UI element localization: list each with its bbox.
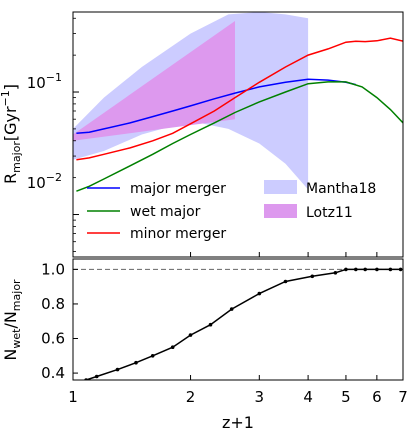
bottom-axes-frame (72, 258, 404, 381)
ratio-point-12 (333, 271, 338, 275)
bottom-ticks-layer: 1 2 3 4 5 6 7 0.4 0.6 0.8 1.0 (41, 260, 408, 406)
bottom-xtick-label-3: 4 (303, 388, 313, 406)
top-bands-layer (73, 12, 309, 190)
ratio-point-6 (188, 333, 193, 337)
ratio-point-2 (115, 367, 120, 372)
bottom-xtick-label-0: 1 (68, 388, 78, 406)
legend-patch-mantha18 (264, 180, 297, 194)
legend-label-mantha18: Mantha18 (306, 181, 376, 197)
bottom-xlabel: z+1 (222, 413, 254, 432)
top-axes-frame (72, 11, 404, 258)
top-ytick-label-0: 10−2 (27, 171, 62, 192)
ratio-point-7 (208, 322, 213, 327)
bottom-xtick-label-1: 2 (186, 388, 196, 406)
ratio-point-18 (398, 267, 403, 272)
ratio-point-14 (354, 267, 358, 272)
legend-label-wet-major: wet major (130, 204, 201, 220)
top-legend: major merger wet major minor merger Mant… (87, 180, 376, 242)
bottom-ytick-label-0: 0.4 (41, 364, 65, 382)
bottom-ytick-label-2: 0.8 (41, 295, 65, 313)
top-panel: 10−2 10−1 Rmajor[Gyr−1] major merger wet… (0, 11, 404, 258)
ratio-point-4 (150, 354, 155, 358)
ratio-point-3 (134, 360, 138, 365)
bottom-xtick-label-2: 3 (255, 388, 265, 406)
bottom-xtick-label-6: 7 (398, 388, 408, 406)
bottom-xtick-label-4: 5 (341, 388, 351, 406)
ratio-point-17 (388, 267, 393, 272)
legend-label-major-merger: major merger (130, 181, 226, 197)
bottom-panel: 1 2 3 4 5 6 7 0.4 0.6 0.8 1.0 Nwet/Nmajor z+1 (1, 258, 408, 432)
bottom-ytick-label-3: 1.0 (41, 260, 65, 278)
series-line-wet-major (76, 81, 403, 192)
ratio-point-8 (229, 307, 234, 311)
ratio-line (85, 268, 401, 380)
ratio-point-1 (94, 374, 99, 379)
bottom-lines-layer (84, 267, 403, 380)
bottom-xtick-label-5: 6 (372, 388, 382, 406)
ratio-point-15 (363, 267, 368, 272)
ratio-point-13 (344, 267, 348, 272)
top-lines-layer (76, 37, 403, 192)
series-line-minor-merger (76, 37, 403, 161)
bottom-ylabel: Nwet/Nmajor (1, 279, 23, 361)
ratio-point-16 (375, 267, 379, 272)
band-lotz11 (73, 21, 235, 141)
legend-label-lotz11: Lotz11 (306, 205, 353, 221)
legend-patch-lotz11 (264, 204, 297, 218)
series-line-major-merger (76, 78, 356, 135)
bottom-ytick-label-1: 0.6 (41, 330, 65, 348)
ratio-point-11 (310, 274, 315, 279)
ratio-point-5 (170, 345, 175, 350)
legend-label-minor-merger: minor merger (130, 226, 226, 242)
ratio-point-9 (257, 291, 262, 296)
ratio-point-10 (283, 279, 288, 284)
top-ylabel: Rmajor[Gyr−1] (0, 84, 23, 184)
top-ytick-label-1: 10−1 (27, 71, 62, 92)
